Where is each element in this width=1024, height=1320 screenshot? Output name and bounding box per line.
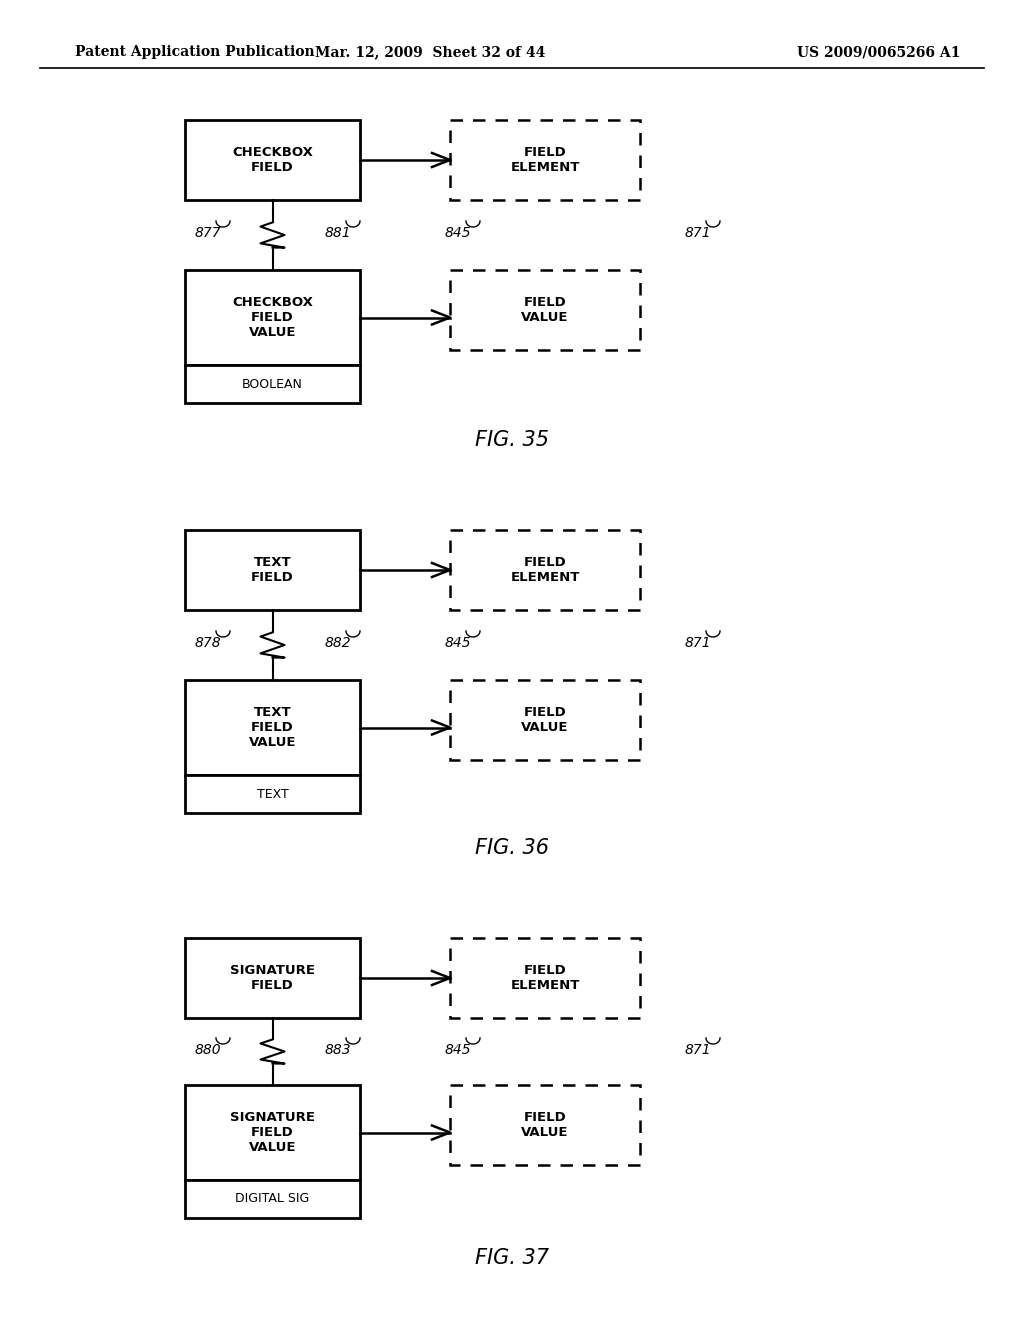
Text: CHECKBOX
FIELD
VALUE: CHECKBOX FIELD VALUE (232, 296, 313, 339)
Bar (185, 1085, 360, 1180)
Bar (450, 939, 640, 1018)
Text: 845: 845 (445, 1043, 472, 1057)
Text: FIG. 35: FIG. 35 (475, 430, 549, 450)
Text: Mar. 12, 2009  Sheet 32 of 44: Mar. 12, 2009 Sheet 32 of 44 (314, 45, 545, 59)
Text: 871: 871 (685, 636, 712, 649)
Text: DIGITAL SIG: DIGITAL SIG (236, 1192, 309, 1205)
Bar (450, 531, 640, 610)
Text: 883: 883 (325, 1043, 351, 1057)
Text: FIELD
ELEMENT: FIELD ELEMENT (510, 964, 580, 993)
Text: TEXT
FIELD: TEXT FIELD (251, 556, 294, 583)
Text: FIELD
ELEMENT: FIELD ELEMENT (510, 147, 580, 174)
Text: FIELD
ELEMENT: FIELD ELEMENT (510, 556, 580, 583)
Text: FIELD
VALUE: FIELD VALUE (521, 296, 568, 323)
Text: 880: 880 (195, 1043, 221, 1057)
Bar (450, 680, 640, 760)
Text: FIG. 37: FIG. 37 (475, 1247, 549, 1269)
Text: FIELD
VALUE: FIELD VALUE (521, 1111, 568, 1139)
Text: SIGNATURE
FIELD
VALUE: SIGNATURE FIELD VALUE (230, 1111, 315, 1154)
Text: CHECKBOX
FIELD: CHECKBOX FIELD (232, 147, 313, 174)
Bar (185, 680, 360, 775)
Text: TEXT: TEXT (257, 788, 289, 800)
Text: 881: 881 (325, 226, 351, 240)
Bar (450, 1085, 640, 1166)
Bar (185, 939, 360, 1018)
Text: US 2009/0065266 A1: US 2009/0065266 A1 (797, 45, 961, 59)
Bar (185, 366, 360, 403)
Text: 877: 877 (195, 226, 221, 240)
Text: Patent Application Publication: Patent Application Publication (75, 45, 314, 59)
Bar (185, 271, 360, 366)
Text: FIG. 36: FIG. 36 (475, 838, 549, 858)
Bar (450, 120, 640, 201)
Bar (185, 775, 360, 813)
Bar (450, 271, 640, 350)
Text: 871: 871 (685, 226, 712, 240)
Text: SIGNATURE
FIELD: SIGNATURE FIELD (230, 964, 315, 993)
Text: TEXT
FIELD
VALUE: TEXT FIELD VALUE (249, 706, 296, 748)
Text: 882: 882 (325, 636, 351, 649)
Bar (185, 1180, 360, 1218)
Text: 878: 878 (195, 636, 221, 649)
Text: 871: 871 (685, 1043, 712, 1057)
Bar (185, 531, 360, 610)
Bar (185, 120, 360, 201)
Text: 845: 845 (445, 636, 472, 649)
Text: 845: 845 (445, 226, 472, 240)
Text: BOOLEAN: BOOLEAN (242, 378, 303, 391)
Text: FIELD
VALUE: FIELD VALUE (521, 706, 568, 734)
